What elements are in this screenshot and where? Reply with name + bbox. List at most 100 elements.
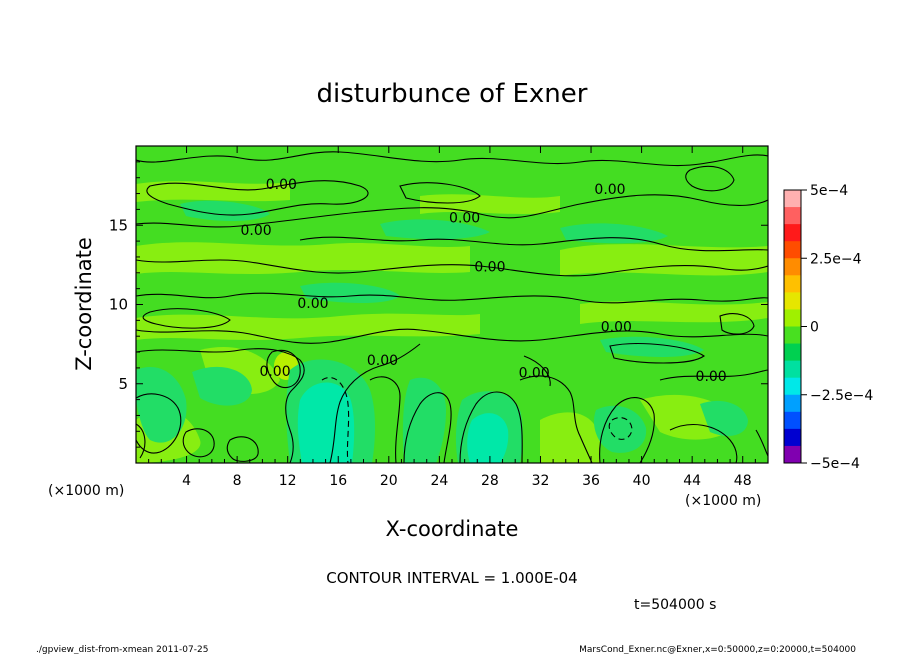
contour-line	[403, 392, 452, 463]
contour-label: 0.00	[696, 369, 727, 385]
contour-line	[136, 393, 182, 454]
x-tick-label: 28	[481, 473, 499, 489]
colorbar-tick-label: −5e−4	[810, 456, 860, 472]
time-label: t=504000 s	[634, 597, 716, 613]
colorbar-segment	[784, 326, 801, 345]
colorbar-segment	[784, 309, 801, 327]
field-weak-negative	[136, 366, 187, 443]
x-unit-right: (×1000 m)	[685, 493, 761, 509]
chart-title: disturbunce of Exner	[317, 79, 588, 109]
colorbar-segment	[784, 292, 801, 310]
colorbar-segment	[784, 275, 801, 293]
contour-label: 0.00	[519, 366, 550, 382]
x-tick-label: 24	[430, 473, 448, 489]
contour-line	[399, 182, 481, 204]
contour-line	[669, 424, 738, 463]
contour-line-dashed	[321, 377, 350, 463]
field-weak-positive	[136, 313, 480, 340]
colorbar-tick-label: 5e−4	[810, 183, 848, 199]
contour-interval: CONTOUR INTERVAL = 1.000E-04	[326, 569, 577, 587]
x-tick-label: 4	[182, 473, 191, 489]
contour-line	[659, 369, 768, 381]
x-tick-label: 12	[279, 473, 297, 489]
contour-line	[226, 436, 259, 462]
contour-line	[146, 180, 369, 216]
contour-line	[136, 151, 768, 167]
contour-line	[685, 165, 735, 192]
field-weak-negative	[560, 223, 668, 244]
footer-source: MarsCond_Exner.nc@Exner,x=0:50000,z=0:20…	[579, 645, 856, 654]
contour-label: 0.00	[474, 259, 505, 275]
y-tick-label: 10	[109, 296, 128, 314]
contour-label: 0.00	[594, 182, 625, 198]
colorbar-segment	[784, 428, 801, 447]
x-tick-label: 8	[233, 473, 242, 489]
contour-line	[136, 348, 305, 463]
field-weak-negative	[300, 282, 400, 303]
field-weak-positive	[560, 244, 768, 276]
contour-line	[609, 343, 705, 364]
field-weak-positive	[136, 242, 470, 274]
colorbar-segment	[784, 207, 801, 225]
contour-line	[299, 236, 768, 252]
contour-line	[329, 343, 421, 463]
contour-line	[136, 328, 768, 344]
contour-line-dashed	[608, 417, 633, 440]
x-axis-label: X-coordinate	[386, 517, 519, 541]
colorbar-tick-label: 0	[810, 320, 819, 336]
colorbar: 5e−4 2.5e−4 0 −2.5e−4 −5e−4	[783, 183, 873, 472]
field-weak-negative	[600, 336, 704, 357]
colorbar-segment	[784, 343, 801, 362]
colorbar-tick-label: 2.5e−4	[810, 251, 862, 267]
x-tick-label: 44	[683, 473, 701, 489]
contour-line	[142, 308, 231, 329]
y-tick-label: 5	[118, 375, 128, 393]
y-axis: 5 10 15	[109, 161, 768, 448]
x-tick-label: 40	[633, 473, 651, 489]
contour-label: 0.00	[266, 177, 297, 193]
contour-line	[523, 355, 551, 387]
colorbar-segment	[784, 377, 801, 396]
contour-line	[136, 194, 768, 228]
contour-line	[369, 376, 401, 463]
field-negative	[467, 413, 509, 463]
contour-label: 0.00	[259, 364, 290, 380]
contour-label: 0.00	[601, 320, 632, 336]
colorbar-segment	[784, 190, 801, 208]
colorbar-segment	[784, 394, 801, 413]
x-tick-label: 20	[380, 473, 398, 489]
contour-lines	[136, 151, 768, 463]
contour-line	[136, 292, 768, 304]
field-weak-negative	[593, 405, 647, 453]
x-tick-label: 16	[329, 473, 347, 489]
contour-line	[459, 391, 523, 463]
colorbar-segment	[784, 411, 801, 430]
x-axis: 4 8 12 16 20 24 28 32 36 40 44 48	[148, 146, 769, 489]
contour-label: 0.00	[367, 353, 398, 369]
field-weak-negative	[380, 219, 490, 240]
plot-area: 0.00 0.00 0.00 0.00 0.00 0.00 0.00 0.00 0.00 0.00…	[135, 145, 769, 464]
contour-labels: 0.00 0.00 0.00 0.00 0.00 0.00 0.00 0.00 0.00 0.00…	[240, 177, 726, 385]
y-tick-label: 15	[109, 216, 128, 234]
y-axis-label: Z-coordinate	[72, 237, 96, 371]
field-weak-positive	[540, 412, 600, 463]
colorbar-tick-label: −2.5e−4	[810, 388, 873, 404]
field-weak-negative	[192, 366, 252, 406]
x-tick-label: 36	[582, 473, 600, 489]
contour-line	[136, 259, 768, 277]
colorbar-segment	[784, 241, 801, 259]
field-weak-negative	[180, 200, 270, 221]
field-weak-positive	[580, 301, 768, 324]
contour-line	[719, 313, 755, 335]
contour-line	[136, 423, 146, 459]
colorbar-segment	[784, 360, 801, 379]
contour-label: 0.00	[240, 223, 271, 239]
contour-line	[266, 350, 301, 389]
contour-label: 0.00	[297, 296, 328, 312]
contour-line	[182, 428, 215, 458]
footer-script: ./gpview_dist-from-xmean 2011-07-25	[36, 645, 208, 654]
x-tick-label: 32	[532, 473, 550, 489]
x-tick-label: 48	[734, 473, 752, 489]
x-unit-left: (×1000 m)	[48, 483, 124, 499]
